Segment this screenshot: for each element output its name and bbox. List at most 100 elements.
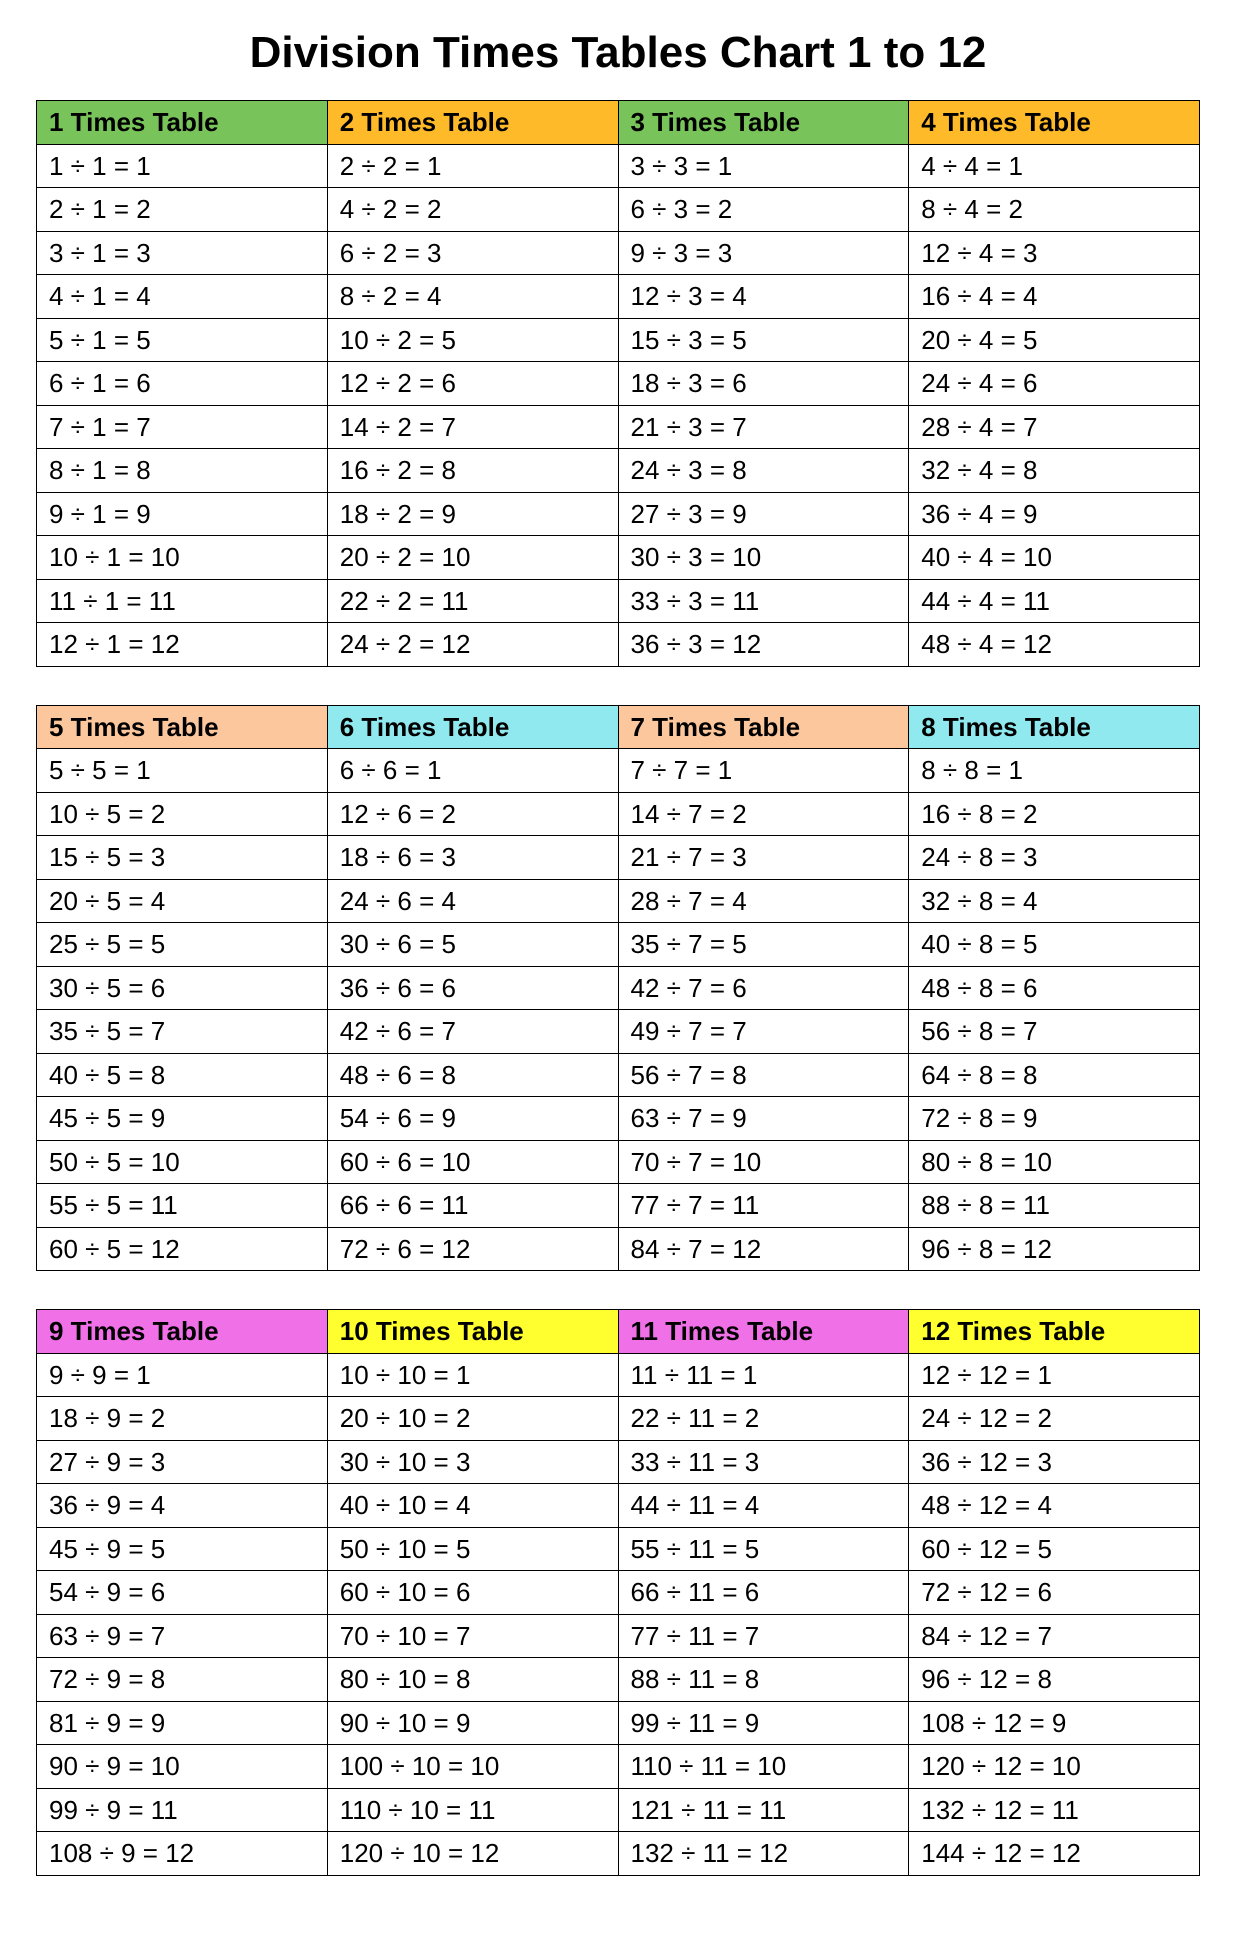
table-row: 30 ÷ 5 = 636 ÷ 6 = 642 ÷ 7 = 648 ÷ 8 = 6	[37, 966, 1200, 1010]
equation-cell: 108 ÷ 9 = 12	[37, 1832, 328, 1876]
table-blocks-container: 1 Times Table2 Times Table3 Times Table4…	[36, 100, 1200, 1876]
equation-cell: 15 ÷ 5 = 3	[37, 836, 328, 880]
equation-cell: 56 ÷ 8 = 7	[909, 1010, 1200, 1054]
column-header: 1 Times Table	[37, 101, 328, 145]
equation-cell: 35 ÷ 7 = 5	[618, 923, 909, 967]
table-row: 36 ÷ 9 = 440 ÷ 10 = 444 ÷ 11 = 448 ÷ 12 …	[37, 1484, 1200, 1528]
equation-cell: 6 ÷ 6 = 1	[327, 749, 618, 793]
equation-cell: 110 ÷ 10 = 11	[327, 1788, 618, 1832]
table-row: 55 ÷ 5 = 1166 ÷ 6 = 1177 ÷ 7 = 1188 ÷ 8 …	[37, 1184, 1200, 1228]
equation-cell: 66 ÷ 6 = 11	[327, 1184, 618, 1228]
table-row: 50 ÷ 5 = 1060 ÷ 6 = 1070 ÷ 7 = 1080 ÷ 8 …	[37, 1140, 1200, 1184]
column-header: 5 Times Table	[37, 705, 328, 749]
table-row: 11 ÷ 1 = 1122 ÷ 2 = 1133 ÷ 3 = 1144 ÷ 4 …	[37, 579, 1200, 623]
table-row: 10 ÷ 1 = 1020 ÷ 2 = 1030 ÷ 3 = 1040 ÷ 4 …	[37, 536, 1200, 580]
equation-cell: 3 ÷ 3 = 1	[618, 144, 909, 188]
equation-cell: 33 ÷ 11 = 3	[618, 1440, 909, 1484]
table-row: 18 ÷ 9 = 220 ÷ 10 = 222 ÷ 11 = 224 ÷ 12 …	[37, 1397, 1200, 1441]
equation-cell: 27 ÷ 3 = 9	[618, 492, 909, 536]
equation-cell: 121 ÷ 11 = 11	[618, 1788, 909, 1832]
table-row: 40 ÷ 5 = 848 ÷ 6 = 856 ÷ 7 = 864 ÷ 8 = 8	[37, 1053, 1200, 1097]
equation-cell: 60 ÷ 12 = 5	[909, 1527, 1200, 1571]
equation-cell: 6 ÷ 3 = 2	[618, 188, 909, 232]
equation-cell: 28 ÷ 4 = 7	[909, 405, 1200, 449]
equation-cell: 16 ÷ 8 = 2	[909, 792, 1200, 836]
equation-cell: 50 ÷ 5 = 10	[37, 1140, 328, 1184]
equation-cell: 12 ÷ 3 = 4	[618, 275, 909, 319]
table-row: 1 ÷ 1 = 12 ÷ 2 = 13 ÷ 3 = 14 ÷ 4 = 1	[37, 144, 1200, 188]
equation-cell: 96 ÷ 8 = 12	[909, 1227, 1200, 1271]
table-row: 90 ÷ 9 = 10100 ÷ 10 = 10110 ÷ 11 = 10120…	[37, 1745, 1200, 1789]
equation-cell: 54 ÷ 6 = 9	[327, 1097, 618, 1141]
equation-cell: 64 ÷ 8 = 8	[909, 1053, 1200, 1097]
table-row: 4 ÷ 1 = 48 ÷ 2 = 412 ÷ 3 = 416 ÷ 4 = 4	[37, 275, 1200, 319]
equation-cell: 45 ÷ 5 = 9	[37, 1097, 328, 1141]
equation-cell: 66 ÷ 11 = 6	[618, 1571, 909, 1615]
column-header: 10 Times Table	[327, 1310, 618, 1354]
equation-cell: 36 ÷ 9 = 4	[37, 1484, 328, 1528]
table-block-3: 9 Times Table10 Times Table11 Times Tabl…	[36, 1309, 1200, 1876]
equation-cell: 120 ÷ 10 = 12	[327, 1832, 618, 1876]
table-row: 27 ÷ 9 = 330 ÷ 10 = 333 ÷ 11 = 336 ÷ 12 …	[37, 1440, 1200, 1484]
equation-cell: 99 ÷ 11 = 9	[618, 1701, 909, 1745]
equation-cell: 24 ÷ 3 = 8	[618, 449, 909, 493]
table-row: 81 ÷ 9 = 990 ÷ 10 = 999 ÷ 11 = 9108 ÷ 12…	[37, 1701, 1200, 1745]
table-row: 6 ÷ 1 = 612 ÷ 2 = 618 ÷ 3 = 624 ÷ 4 = 6	[37, 362, 1200, 406]
equation-cell: 55 ÷ 11 = 5	[618, 1527, 909, 1571]
equation-cell: 18 ÷ 9 = 2	[37, 1397, 328, 1441]
division-chart-page: Division Times Tables Chart 1 to 12 1 Ti…	[0, 0, 1236, 1954]
equation-cell: 72 ÷ 6 = 12	[327, 1227, 618, 1271]
equation-cell: 88 ÷ 11 = 8	[618, 1658, 909, 1702]
equation-cell: 16 ÷ 4 = 4	[909, 275, 1200, 319]
equation-cell: 72 ÷ 12 = 6	[909, 1571, 1200, 1615]
page-title: Division Times Tables Chart 1 to 12	[36, 28, 1200, 78]
equation-cell: 27 ÷ 9 = 3	[37, 1440, 328, 1484]
equation-cell: 80 ÷ 10 = 8	[327, 1658, 618, 1702]
equation-cell: 40 ÷ 4 = 10	[909, 536, 1200, 580]
equation-cell: 90 ÷ 9 = 10	[37, 1745, 328, 1789]
equation-cell: 84 ÷ 7 = 12	[618, 1227, 909, 1271]
table-row: 9 ÷ 9 = 110 ÷ 10 = 111 ÷ 11 = 112 ÷ 12 =…	[37, 1353, 1200, 1397]
equation-cell: 2 ÷ 2 = 1	[327, 144, 618, 188]
equation-cell: 9 ÷ 9 = 1	[37, 1353, 328, 1397]
equation-cell: 49 ÷ 7 = 7	[618, 1010, 909, 1054]
equation-cell: 40 ÷ 8 = 5	[909, 923, 1200, 967]
equation-cell: 40 ÷ 5 = 8	[37, 1053, 328, 1097]
equation-cell: 35 ÷ 5 = 7	[37, 1010, 328, 1054]
equation-cell: 7 ÷ 1 = 7	[37, 405, 328, 449]
equation-cell: 42 ÷ 6 = 7	[327, 1010, 618, 1054]
equation-cell: 54 ÷ 9 = 6	[37, 1571, 328, 1615]
equation-cell: 12 ÷ 2 = 6	[327, 362, 618, 406]
division-table-1: 1 Times Table2 Times Table3 Times Table4…	[36, 100, 1200, 667]
equation-cell: 24 ÷ 4 = 6	[909, 362, 1200, 406]
equation-cell: 14 ÷ 7 = 2	[618, 792, 909, 836]
equation-cell: 63 ÷ 9 = 7	[37, 1614, 328, 1658]
equation-cell: 10 ÷ 5 = 2	[37, 792, 328, 836]
equation-cell: 7 ÷ 7 = 1	[618, 749, 909, 793]
equation-cell: 4 ÷ 2 = 2	[327, 188, 618, 232]
equation-cell: 72 ÷ 8 = 9	[909, 1097, 1200, 1141]
table-row: 10 ÷ 5 = 212 ÷ 6 = 214 ÷ 7 = 216 ÷ 8 = 2	[37, 792, 1200, 836]
equation-cell: 20 ÷ 2 = 10	[327, 536, 618, 580]
equation-cell: 63 ÷ 7 = 9	[618, 1097, 909, 1141]
equation-cell: 96 ÷ 12 = 8	[909, 1658, 1200, 1702]
table-row: 2 ÷ 1 = 24 ÷ 2 = 26 ÷ 3 = 28 ÷ 4 = 2	[37, 188, 1200, 232]
equation-cell: 1 ÷ 1 = 1	[37, 144, 328, 188]
equation-cell: 60 ÷ 10 = 6	[327, 1571, 618, 1615]
equation-cell: 14 ÷ 2 = 7	[327, 405, 618, 449]
equation-cell: 40 ÷ 10 = 4	[327, 1484, 618, 1528]
column-header: 7 Times Table	[618, 705, 909, 749]
equation-cell: 60 ÷ 6 = 10	[327, 1140, 618, 1184]
equation-cell: 24 ÷ 12 = 2	[909, 1397, 1200, 1441]
equation-cell: 32 ÷ 4 = 8	[909, 449, 1200, 493]
equation-cell: 24 ÷ 2 = 12	[327, 623, 618, 667]
table-row: 8 ÷ 1 = 816 ÷ 2 = 824 ÷ 3 = 832 ÷ 4 = 8	[37, 449, 1200, 493]
equation-cell: 132 ÷ 11 = 12	[618, 1832, 909, 1876]
equation-cell: 8 ÷ 2 = 4	[327, 275, 618, 319]
equation-cell: 6 ÷ 1 = 6	[37, 362, 328, 406]
equation-cell: 56 ÷ 7 = 8	[618, 1053, 909, 1097]
table-row: 35 ÷ 5 = 742 ÷ 6 = 749 ÷ 7 = 756 ÷ 8 = 7	[37, 1010, 1200, 1054]
equation-cell: 11 ÷ 11 = 1	[618, 1353, 909, 1397]
equation-cell: 72 ÷ 9 = 8	[37, 1658, 328, 1702]
table-row: 108 ÷ 9 = 12120 ÷ 10 = 12132 ÷ 11 = 1214…	[37, 1832, 1200, 1876]
